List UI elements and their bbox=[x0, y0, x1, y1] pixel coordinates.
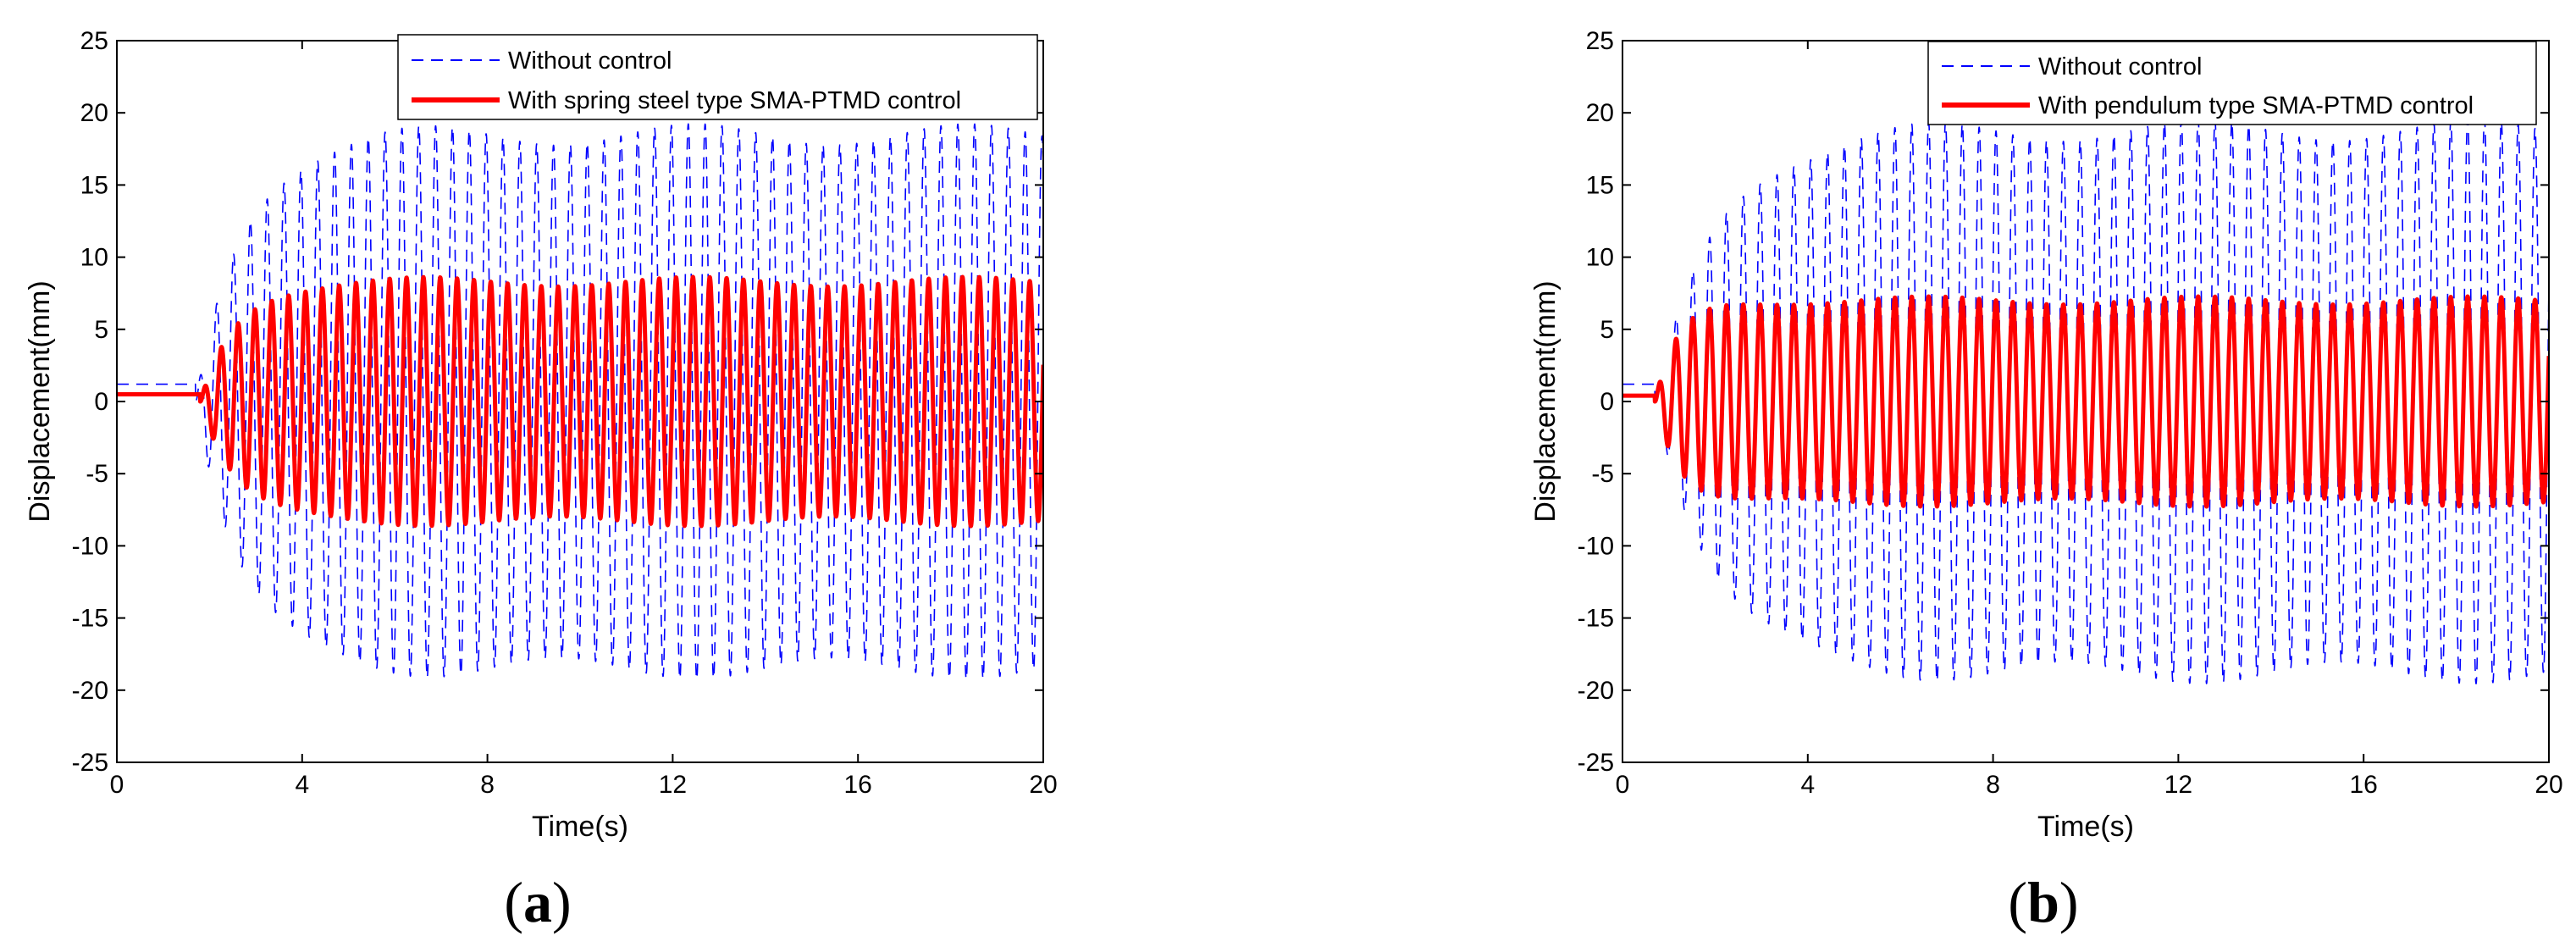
panel-b: 0 4 8 12 16 20 -25 -20 -15 -10 -5 0 5 10 15 20 25 Time(s… bbox=[1529, 27, 2563, 934]
y-tick-label-b: 5 bbox=[1600, 316, 1614, 344]
y-tick-label-a: -5 bbox=[86, 460, 108, 488]
x-tick-label-a: 4 bbox=[295, 771, 309, 799]
panel-caption-b: (b) bbox=[2008, 870, 2078, 934]
y-tick-label-b: 15 bbox=[1586, 171, 1614, 199]
y-tick-label-b: 10 bbox=[1586, 244, 1614, 272]
x-tick-label-a: 8 bbox=[480, 771, 495, 799]
panel-a: 0 4 8 12 16 20 -25 -20 -15 -10 -5 0 5 10 15 20 25 Time(s… bbox=[24, 27, 1058, 934]
y-tick-label-a: -10 bbox=[72, 532, 108, 560]
y-tick-label-b: -25 bbox=[1578, 749, 1614, 777]
legend-label-without-control-b: Without control bbox=[2038, 53, 2202, 80]
legend-b: Without control With pendulum type SMA-P… bbox=[1927, 41, 2537, 125]
x-tick-label-b: 20 bbox=[2535, 771, 2562, 799]
y-tick-label-b: 0 bbox=[1600, 388, 1614, 416]
plot-series-group-a bbox=[117, 123, 1043, 680]
ticks-group-a: 0 4 8 12 16 20 -25 -20 -15 -10 -5 0 5 10 15 20 25 bbox=[72, 27, 1058, 799]
x-tick-label-b: 12 bbox=[2164, 771, 2192, 799]
series-line-with-control-a bbox=[117, 274, 1043, 529]
y-tick-label-a: 20 bbox=[80, 99, 108, 127]
legend-label-with-control-b: With pendulum type SMA-PTMD control bbox=[2038, 92, 2474, 119]
y-tick-label-b: -10 bbox=[1578, 532, 1614, 560]
y-tick-label-a: 25 bbox=[80, 27, 108, 55]
x-axis-title-a: Time(s) bbox=[532, 811, 628, 843]
y-tick-label-b: -5 bbox=[1591, 460, 1614, 488]
y-tick-label-b: 20 bbox=[1586, 99, 1614, 127]
x-tick-label-b: 4 bbox=[1800, 771, 1815, 799]
legend-a: Without control With spring steel type S… bbox=[397, 34, 1038, 120]
series-line-without-control-a bbox=[117, 123, 1043, 680]
y-tick-label-b: -15 bbox=[1578, 605, 1614, 633]
y-tick-label-b: 25 bbox=[1586, 27, 1614, 55]
x-tick-label-a: 0 bbox=[110, 771, 124, 799]
y-tick-label-a: 10 bbox=[80, 244, 108, 272]
x-tick-label-b: 0 bbox=[1616, 771, 1630, 799]
y-tick-label-a: 0 bbox=[94, 388, 108, 416]
series-line-with-control-b bbox=[1622, 294, 2549, 509]
x-tick-label-b: 16 bbox=[2350, 771, 2378, 799]
legend-label-without-control-a: Without control bbox=[508, 47, 672, 75]
y-tick-label-a: 15 bbox=[80, 171, 108, 199]
y-tick-label-a: 5 bbox=[94, 316, 108, 344]
legend-label-with-control-a: With spring steel type SMA-PTMD control bbox=[508, 87, 961, 114]
x-axis-title-b: Time(s) bbox=[2037, 811, 2134, 843]
x-tick-label-a: 12 bbox=[659, 771, 687, 799]
y-axis-title-a: Displacement(mm) bbox=[24, 280, 56, 522]
x-tick-label-a: 20 bbox=[1029, 771, 1057, 799]
x-tick-label-b: 8 bbox=[1986, 771, 2000, 799]
panel-caption-a: (a) bbox=[504, 870, 571, 934]
legend-box-a bbox=[397, 34, 1038, 120]
series-line-without-control-b bbox=[1622, 119, 2549, 684]
y-axis-title-b: Displacement(mm) bbox=[1529, 280, 1562, 522]
y-tick-label-a: -15 bbox=[72, 605, 108, 633]
x-tick-label-a: 16 bbox=[844, 771, 872, 799]
plot-series-group-b bbox=[1622, 119, 2549, 684]
y-tick-label-a: -25 bbox=[72, 749, 108, 777]
y-tick-label-a: -20 bbox=[72, 677, 108, 705]
y-tick-label-b: -20 bbox=[1578, 677, 1614, 705]
legend-box-b bbox=[1927, 41, 2537, 125]
ticks-group-b: 0 4 8 12 16 20 -25 -20 -15 -10 -5 0 5 10 15 20 25 bbox=[1578, 27, 2563, 799]
